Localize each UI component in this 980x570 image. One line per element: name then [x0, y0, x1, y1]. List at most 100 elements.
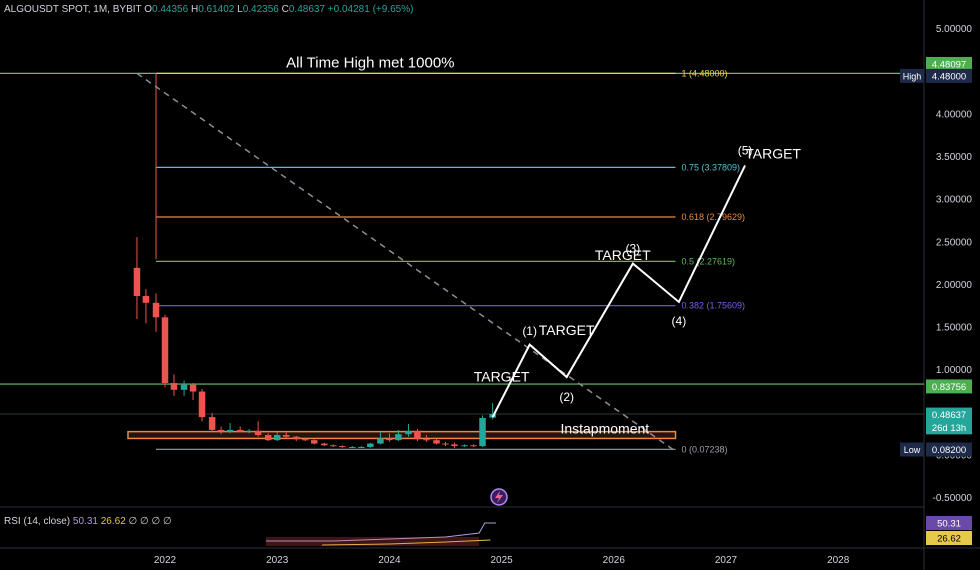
- time-tick-label: 2023: [266, 555, 289, 566]
- candle-body: [273, 435, 281, 441]
- price-badge-tag: [900, 68, 924, 83]
- price-badge: [926, 68, 972, 83]
- low-value: 0.42356: [242, 4, 279, 15]
- price-badge-value: 0.48637: [932, 410, 966, 421]
- candle-body: [293, 436, 300, 440]
- rsi-oversold-fill: [265, 537, 480, 546]
- elliott-wave-path: [491, 165, 746, 418]
- time-tick-label: 2027: [715, 555, 738, 566]
- rsi-ma-value: 26.62: [100, 516, 126, 527]
- price-tick-label: 5.00000: [936, 24, 973, 35]
- fib-level-label: 0 (0.07238): [682, 444, 728, 454]
- price-tick-label: 3.50000: [936, 152, 973, 163]
- candle-body: [152, 302, 160, 318]
- fib-level-label: 0.382 (1.75609): [682, 301, 746, 311]
- candle-body: [414, 430, 421, 440]
- candle-body: [423, 439, 430, 441]
- fib-level-label: 0.75 (3.37809): [682, 162, 741, 172]
- price-badge: [926, 420, 972, 435]
- candle-body: [198, 391, 206, 418]
- candle-body: [349, 446, 356, 448]
- fib-level-label: 1 (4.48000): [682, 68, 728, 78]
- price-badge-value: 4.48097: [932, 59, 966, 70]
- close-label: C: [281, 4, 289, 15]
- price-badge-tag-label: High: [903, 71, 922, 81]
- change-value: +0.04281 (+9.65%): [327, 4, 414, 15]
- time-tick-label: 2022: [154, 555, 177, 566]
- candle-body: [236, 429, 244, 432]
- price-badge-value: 4.48000: [932, 71, 966, 82]
- rsi-pane[interactable]: 50.31 26.62: [265, 516, 972, 546]
- wave-projection-line: [491, 165, 746, 418]
- candle-body: [433, 440, 440, 444]
- time-tick-label: 2026: [603, 555, 626, 566]
- time-axis[interactable]: 2022 2023 2024 2025 2026 2027 2028: [154, 555, 850, 566]
- chart-annotation: (2): [559, 390, 574, 404]
- chart-annotation: All Time High met 1000%: [286, 54, 454, 71]
- time-tick-label: 2024: [378, 555, 401, 566]
- candle-body: [442, 443, 449, 445]
- fib-level-label: 0.5 (2.27619): [682, 256, 736, 266]
- candle-body: [479, 417, 486, 447]
- chart-annotation: TARGET: [745, 146, 801, 162]
- price-badge-value: 0.83756: [932, 382, 966, 393]
- candle-body: [161, 317, 169, 383]
- time-tick-label: 2028: [827, 555, 850, 566]
- rsi-ma-line: [322, 539, 491, 546]
- chart-annotation: TARGET: [474, 368, 530, 384]
- rsi-line: [265, 522, 496, 542]
- chart-lines: 1 (4.48000) 0.75 (3.37809) 0.618 (2.79629)…: [0, 68, 924, 454]
- candle-body: [339, 446, 346, 448]
- rsi-value: 50.31: [72, 516, 98, 527]
- price-badge-tag-label: Low: [904, 445, 921, 455]
- candle-body: [330, 445, 337, 447]
- rsi-badge: [926, 516, 972, 530]
- candle-body: [377, 438, 384, 444]
- candle-body: [180, 384, 188, 390]
- price-tick-label: 4.00000: [936, 109, 973, 120]
- rsi-ma-badge: [926, 531, 972, 545]
- candle-body: [254, 430, 262, 436]
- candle-body: [470, 445, 477, 447]
- price-badge-value: 0.08200: [932, 445, 966, 456]
- price-tick-label: 3.00000: [936, 195, 973, 206]
- time-tick-label: 2025: [490, 555, 513, 566]
- price-tick-label: 1.00000: [936, 365, 973, 376]
- candle-body: [386, 438, 393, 441]
- price-tick-label: 2.00000: [936, 280, 973, 291]
- chart-annotation: (1): [522, 324, 537, 338]
- chart-annotation: (4): [672, 314, 687, 328]
- price-badge: [926, 442, 972, 457]
- candle-series: [133, 237, 496, 448]
- candle-body: [302, 439, 309, 441]
- price-axis[interactable]: 5.000004.500004.000003.500003.000002.500…: [900, 24, 972, 504]
- candle-body: [310, 440, 318, 444]
- candle-body: [367, 443, 374, 447]
- candle-body: [395, 434, 402, 441]
- candle-body: [321, 443, 328, 446]
- flash-icon-group[interactable]: [490, 488, 508, 506]
- symbol-title[interactable]: ALGOUSDT SPOT, 1M, BYBIT: [4, 4, 142, 15]
- high-label: H: [190, 4, 199, 15]
- high-value: 0.61402: [198, 4, 235, 15]
- chart-annotation: (3): [626, 241, 641, 255]
- candle-body: [133, 267, 141, 296]
- rsi-header: RSI (14, close) 50.31 26.62 ∅ ∅ ∅ ∅: [4, 516, 172, 527]
- chart-annotation: TARGET: [595, 247, 651, 263]
- rsi-label[interactable]: RSI (14, close): [4, 516, 71, 527]
- rsi-placeholders: ∅ ∅ ∅ ∅: [128, 516, 172, 527]
- flash-icon-bolt: [495, 491, 503, 503]
- chart-annotation: TARGET: [539, 322, 595, 338]
- candle-body: [170, 382, 178, 390]
- candle-body: [226, 429, 234, 432]
- chart-annotations: All Time High met 1000%(5)TARGET(3)TARGE…: [286, 54, 801, 436]
- flash-icon[interactable]: [490, 488, 508, 506]
- candle-body: [208, 417, 216, 430]
- candle-body: [461, 445, 468, 447]
- candle-body: [264, 435, 272, 441]
- candle-body: [451, 444, 458, 447]
- close-value: 0.48637: [288, 4, 326, 15]
- open-label: O: [144, 4, 153, 15]
